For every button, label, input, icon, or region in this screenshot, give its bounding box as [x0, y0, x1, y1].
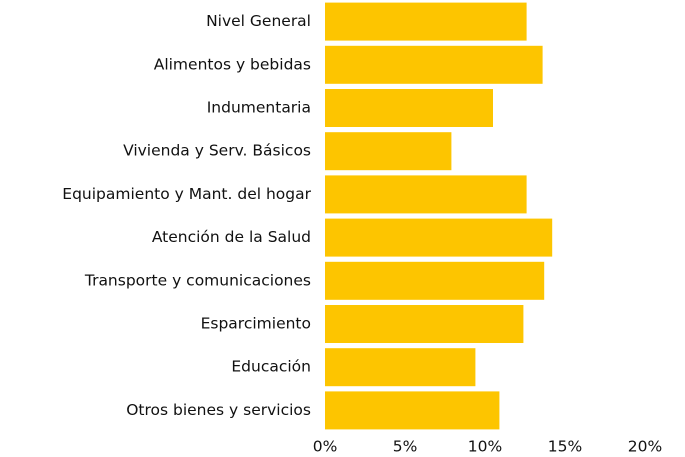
bar — [325, 175, 527, 214]
x-tick-label: 15% — [548, 438, 582, 456]
y-tick-label: Equipamiento y Mant. del hogar — [62, 185, 311, 203]
y-tick-label: Nivel General — [206, 12, 311, 30]
x-tick-label: 20% — [628, 438, 662, 456]
x-tick-label: 5% — [393, 438, 418, 456]
y-tick-label: Otros bienes y servicios — [126, 401, 311, 419]
y-tick-label: Esparcimiento — [201, 315, 311, 333]
x-tick-label: 10% — [468, 438, 502, 456]
y-tick-label: Educación — [231, 358, 311, 376]
x-tick-label: 0% — [313, 438, 338, 456]
y-tick-label: Alimentos y bebidas — [154, 55, 311, 73]
bar — [325, 391, 500, 430]
bar — [325, 218, 553, 257]
y-tick-label: Indumentaria — [207, 99, 311, 117]
y-tick-label: Vivienda y Serv. Básicos — [123, 142, 311, 160]
y-tick-label: Atención de la Salud — [152, 228, 311, 246]
bar — [325, 261, 545, 300]
bar — [325, 89, 493, 127]
bar — [325, 132, 452, 171]
bar — [325, 45, 543, 84]
bar — [325, 348, 476, 387]
bar — [325, 305, 524, 343]
bar — [325, 2, 527, 41]
y-tick-label: Transporte y comunicaciones — [84, 271, 311, 289]
